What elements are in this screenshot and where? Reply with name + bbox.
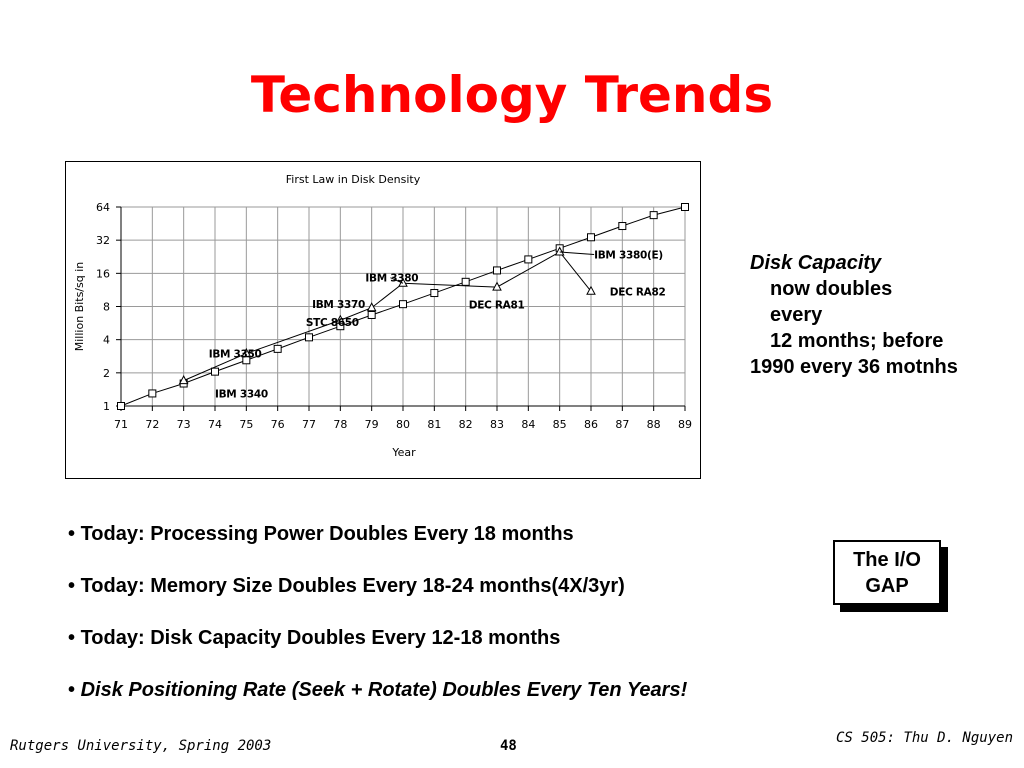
data-point-square <box>649 211 658 220</box>
io-gap-line-2: GAP <box>865 575 909 597</box>
bullet-mark: • <box>68 575 76 597</box>
x-tick-label: 83 <box>490 418 504 431</box>
data-point-square <box>148 389 157 398</box>
slide-title: Technology Trends <box>250 66 774 124</box>
x-tick-label: 82 <box>459 418 473 431</box>
x-tick-label: 79 <box>365 418 379 431</box>
data-point-square <box>117 402 125 410</box>
bullet-text: Today: Disk Capacity Doubles Every 12-18… <box>80 627 561 649</box>
footer-left: Rutgers University, Spring 2003 <box>10 738 272 754</box>
x-tick-label: 75 <box>239 418 253 431</box>
x-tick-label: 80 <box>396 418 410 431</box>
y-tick-label: 16 <box>96 267 110 280</box>
data-point-square <box>524 255 533 264</box>
annotation-label: STC 8650 <box>306 317 359 329</box>
bullet-mark: • <box>68 627 76 649</box>
annotation-label: IBM 3370 <box>312 299 365 311</box>
data-point-triangle <box>492 281 502 291</box>
side-note-label: Disk Capacity <box>750 252 882 274</box>
annotation-label: IBM 3340 <box>215 388 268 400</box>
x-tick-label: 85 <box>553 418 567 431</box>
page-number: 48 <box>500 738 517 754</box>
x-tick-label: 89 <box>678 418 692 431</box>
data-point-square <box>273 344 282 353</box>
annotation-label: IBM 3350 <box>209 348 262 360</box>
io-gap-box: The I/O GAP <box>833 540 941 605</box>
x-tick-label: 78 <box>333 418 347 431</box>
bullet-mark: • <box>68 523 76 545</box>
y-tick-label: 1 <box>103 400 110 413</box>
bullet-disk-positioning: • Disk Positioning Rate (Seek + Rotate) … <box>68 679 687 702</box>
x-tick-label: 71 <box>114 418 128 431</box>
annotation-label: IBM 3380(E) <box>594 250 663 262</box>
data-point-square <box>618 222 627 231</box>
side-note: Disk Capacity now doubles every 12 month… <box>750 250 958 380</box>
y-tick-label: 32 <box>96 234 110 247</box>
bullet-mark: • <box>68 679 76 701</box>
bullet-processing-power: • Today: Processing Power Doubles Every … <box>68 523 574 546</box>
annotation-label: DEC RA82 <box>610 286 666 298</box>
y-tick-label: 4 <box>103 334 110 347</box>
data-point-triangle <box>335 314 346 324</box>
data-point-square <box>367 310 376 319</box>
side-note-line-2: every <box>770 304 823 326</box>
annotation-label: DEC RA81 <box>469 300 525 312</box>
bullet-text: Today: Processing Power Doubles Every 18… <box>80 523 574 545</box>
data-point-square <box>211 367 219 376</box>
x-tick-label: 73 <box>177 418 191 431</box>
chart-frame: First Law in Disk Density 71 72 73 74 75 76 77 7… <box>65 161 701 479</box>
chart-title: First Law in Disk Density <box>286 173 421 186</box>
annotation-leader <box>390 277 404 284</box>
data-point-square <box>461 277 470 286</box>
y-tick-label: 8 <box>103 301 110 314</box>
annotation-leader <box>559 251 595 256</box>
x-tick-label: 84 <box>521 418 535 431</box>
x-tick-label: 72 <box>145 418 159 431</box>
y-tick-label: 2 <box>103 367 110 380</box>
bullet-text: Disk Positioning Rate (Seek + Rotate) Do… <box>80 679 688 701</box>
x-tick-label: 77 <box>302 418 316 431</box>
footer-right: CS 505: Thu D. Nguyen <box>836 730 1014 746</box>
x-tick-label: 74 <box>208 418 222 431</box>
bullet-disk-capacity: • Today: Disk Capacity Doubles Every 12-… <box>68 627 560 650</box>
bullet-memory-size: • Today: Memory Size Doubles Every 18-24… <box>68 575 625 598</box>
io-gap-line-1: The I/O <box>853 549 921 571</box>
series-line-2 <box>183 251 592 382</box>
data-point-square <box>587 233 595 242</box>
x-tick-label: 87 <box>615 418 629 431</box>
y-axis-label: Million Bits/sq in <box>73 262 86 352</box>
data-point-square <box>681 203 689 211</box>
x-tick-label: 81 <box>427 418 441 431</box>
x-tick-label: 86 <box>584 418 598 431</box>
data-point-square <box>305 333 313 342</box>
data-point-square <box>430 289 439 298</box>
data-point-square <box>493 266 501 275</box>
x-axis-label: Year <box>391 446 416 459</box>
side-note-line-3: 12 months; before <box>770 330 944 352</box>
disk-density-chart: First Law in Disk Density 71 72 73 74 75 76 77 7… <box>73 173 692 459</box>
x-tick-label: 76 <box>271 418 285 431</box>
data-point-triangle <box>178 375 189 385</box>
side-note-line-4: 1990 every 36 motnhs <box>750 356 958 378</box>
x-tick-label: 88 <box>647 418 661 431</box>
bullet-text: Today: Memory Size Doubles Every 18-24 m… <box>80 575 625 597</box>
data-point-square <box>399 300 407 309</box>
data-point-triangle <box>586 285 596 295</box>
y-tick-label: 64 <box>96 201 110 214</box>
data-point-triangle <box>554 246 565 256</box>
data-point-triangle <box>366 302 377 312</box>
data-point-triangle <box>241 347 252 357</box>
side-note-line-1: now doubles <box>770 278 893 300</box>
